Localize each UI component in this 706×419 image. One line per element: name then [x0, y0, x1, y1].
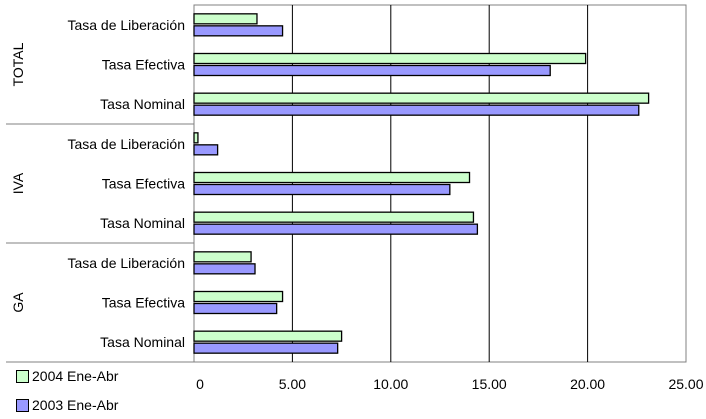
category-label: Tasa Nominal: [100, 96, 185, 112]
bar-2004: [193, 290, 284, 303]
bars: [193, 13, 650, 354]
legend-item-2004: 2004 Ene-Abr: [16, 368, 118, 384]
bar-2003: [193, 223, 479, 235]
bar-2003: [193, 25, 284, 37]
category-label: Tasa de Liberación: [67, 136, 185, 152]
x-tick-label: 5.00: [279, 376, 306, 392]
gridlines: [6, 4, 687, 363]
bar-2003: [193, 104, 640, 116]
bar-2004: [193, 330, 343, 342]
legend-item-2003: 2003 Ene-Abr: [16, 397, 118, 413]
bar-2004: [193, 13, 258, 25]
bar-2003: [193, 144, 219, 156]
x-tick-label: 10.00: [373, 376, 408, 392]
category-labels: TOTAL Tasa de Liberación Tasa Efectiva Tasa…: [10, 17, 185, 350]
bar-2004: [193, 52, 587, 65]
x-tick-label: 15.00: [472, 376, 507, 392]
category-label: Tasa Nominal: [100, 215, 185, 231]
x-tick-label: 20.00: [570, 376, 605, 392]
bar-2003: [193, 64, 551, 77]
bar-2004: [193, 211, 475, 223]
category-label: Tasa de Liberación: [67, 255, 185, 271]
bar-2004: [193, 251, 252, 263]
category-label: Tasa de Liberación: [67, 17, 185, 33]
x-axis-ticks: 0 5.00 10.00 15.00 20.00 25.00: [196, 376, 704, 392]
group-label-total: TOTAL: [10, 42, 26, 86]
group-label-ga: GA: [10, 292, 26, 313]
bar-2003: [193, 263, 256, 275]
x-tick-label: 25.00: [668, 376, 703, 392]
legend-label-2004: 2004 Ene-Abr: [32, 368, 119, 384]
bar-2004: [193, 92, 650, 104]
group-label-iva: IVA: [10, 172, 26, 194]
bar-2003: [193, 302, 278, 315]
x-tick-label: 0: [196, 376, 204, 392]
category-label: Tasa Efectiva: [102, 176, 185, 192]
legend-swatch-2003: [16, 398, 29, 412]
category-label: Tasa Efectiva: [102, 295, 185, 311]
category-label: Tasa Efectiva: [102, 57, 185, 73]
bar-2003: [193, 342, 339, 354]
bar-2004: [193, 132, 199, 144]
bar-2004: [193, 171, 471, 184]
category-label: Tasa Nominal: [100, 334, 185, 350]
legend-label-2003: 2003 Ene-Abr: [32, 397, 119, 413]
legend-swatch-2004: [16, 369, 29, 383]
plot-area-border: [193, 4, 687, 363]
bar-2003: [193, 183, 451, 196]
